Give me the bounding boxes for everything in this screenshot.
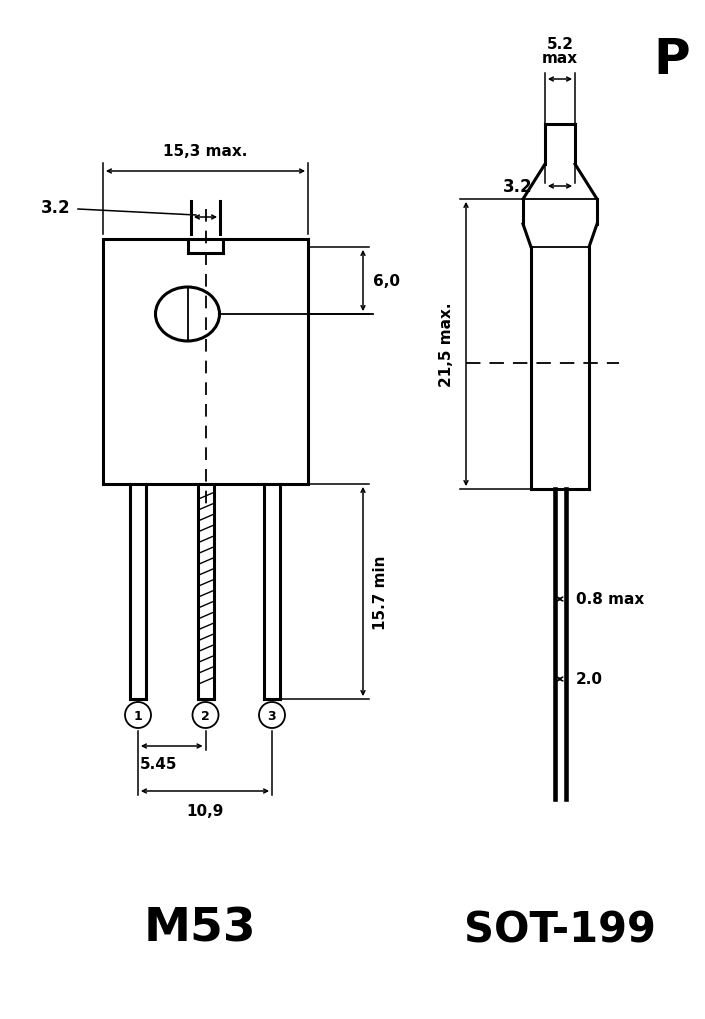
Text: P: P	[654, 36, 690, 84]
Text: 2: 2	[201, 709, 210, 721]
Text: 5.45: 5.45	[140, 756, 178, 771]
Text: 3.2: 3.2	[503, 178, 533, 196]
Text: 3.2: 3.2	[40, 199, 70, 217]
Text: 5.2
max: 5.2 max	[542, 37, 578, 66]
Text: 6,0: 6,0	[373, 274, 400, 288]
Text: 1: 1	[134, 709, 142, 721]
Text: 21,5 max.: 21,5 max.	[439, 303, 454, 387]
Text: M53: M53	[144, 906, 257, 951]
Text: 0.8 max: 0.8 max	[575, 592, 644, 607]
Text: 3: 3	[268, 709, 276, 721]
Text: 2.0: 2.0	[575, 672, 603, 687]
Text: SOT-199: SOT-199	[464, 909, 656, 951]
Text: 10,9: 10,9	[186, 803, 223, 818]
Text: 15.7 min: 15.7 min	[373, 554, 388, 629]
Text: 15,3 max.: 15,3 max.	[164, 144, 247, 159]
Bar	[103, 239, 308, 484]
